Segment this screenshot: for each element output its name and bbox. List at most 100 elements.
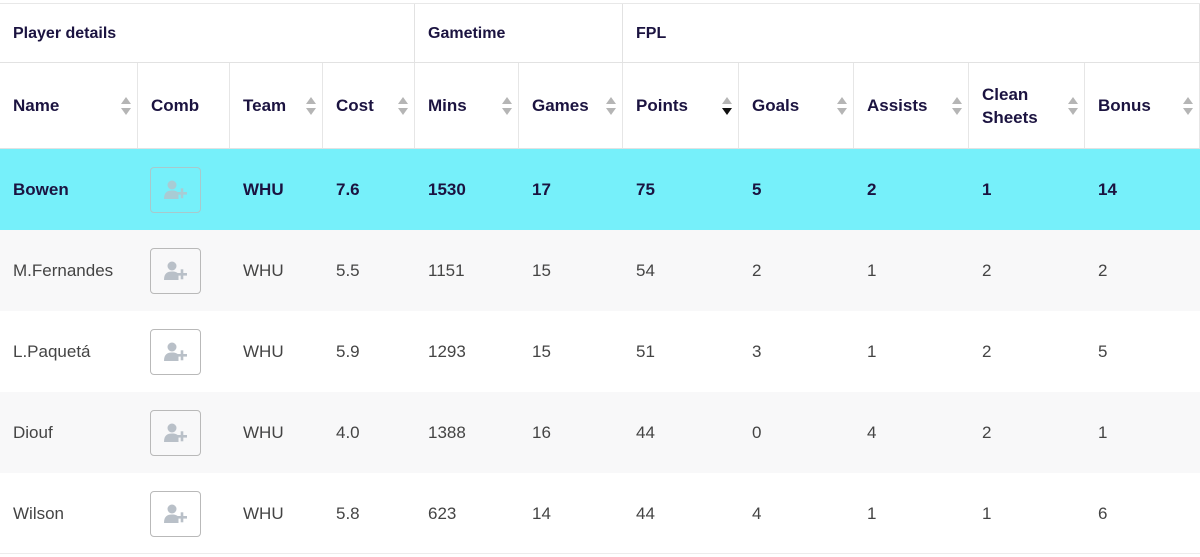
sort-down-arrow-icon xyxy=(306,107,316,115)
column-header-mins[interactable]: Mins xyxy=(415,63,519,148)
sort-icon[interactable] xyxy=(502,96,512,115)
cell-cost: 5.5 xyxy=(336,260,360,280)
cell-games: 15 xyxy=(532,341,551,361)
cell-clean-sheets: 2 xyxy=(982,422,992,442)
cell-name[interactable]: M.Fernandes xyxy=(13,260,114,280)
cell-name[interactable]: Wilson xyxy=(13,503,65,523)
cell-mins: 1151 xyxy=(428,260,465,280)
table-bottom-divider xyxy=(0,553,1200,554)
cell-cost: 7.6 xyxy=(336,179,360,199)
cell-points: 44 xyxy=(636,422,655,442)
cell-name[interactable]: L.Paquetá xyxy=(13,341,91,361)
add-user-icon xyxy=(163,260,189,282)
sort-up-arrow-icon xyxy=(952,96,962,104)
column-header-label: Name xyxy=(13,96,60,115)
sort-down-arrow-icon xyxy=(606,107,616,115)
column-header-label: Games xyxy=(532,96,589,115)
cell-mins: 1530 xyxy=(428,179,466,199)
cell-cost: 5.8 xyxy=(336,503,360,523)
cell-bonus: 6 xyxy=(1098,503,1108,523)
cell-games: 15 xyxy=(532,260,551,280)
sort-down-arrow-icon xyxy=(837,107,847,115)
table-row[interactable]: M.Fernandes WHU 5.5 1151 15 54 2 1 2 2 xyxy=(0,230,1200,311)
column-header-points[interactable]: Points xyxy=(623,63,739,148)
column-header-assists[interactable]: Assists xyxy=(854,63,969,148)
add-user-icon xyxy=(163,341,189,363)
cell-team: WHU xyxy=(243,422,284,442)
cell-team: WHU xyxy=(243,503,284,523)
sort-icon[interactable] xyxy=(398,96,408,115)
column-header-label: Cost xyxy=(336,96,374,115)
sort-up-arrow-icon xyxy=(606,96,616,104)
table-row[interactable]: Wilson WHU 5.8 623 14 44 4 1 1 6 xyxy=(0,473,1200,554)
sort-up-arrow-icon xyxy=(837,96,847,104)
cell-goals: 2 xyxy=(752,260,762,280)
cell-games: 14 xyxy=(532,503,551,523)
cell-bonus: 2 xyxy=(1098,260,1108,280)
cell-assists: 1 xyxy=(867,260,877,280)
sort-icon[interactable] xyxy=(837,96,847,115)
add-to-comparison-button[interactable] xyxy=(150,490,201,537)
column-header-label: Goals xyxy=(752,96,800,115)
column-header-label: Points xyxy=(636,96,688,115)
column-header-label: Assists xyxy=(867,96,928,115)
sort-down-arrow-icon xyxy=(1183,107,1193,115)
sort-icon[interactable] xyxy=(1183,96,1193,115)
cell-mins: 1293 xyxy=(428,341,466,361)
sort-down-arrow-icon xyxy=(502,107,512,115)
cell-clean-sheets: 1 xyxy=(982,179,992,199)
add-to-comparison-button[interactable] xyxy=(150,166,201,213)
sort-icon[interactable] xyxy=(952,96,962,115)
column-header-bonus[interactable]: Bonus xyxy=(1085,63,1200,148)
column-header-team[interactable]: Team xyxy=(230,63,323,148)
add-to-comparison-button[interactable] xyxy=(150,247,201,294)
cell-name[interactable]: Bowen xyxy=(13,179,69,199)
column-header-goals[interactable]: Goals xyxy=(739,63,854,148)
column-header-cost[interactable]: Cost xyxy=(323,63,415,148)
cell-goals: 3 xyxy=(752,341,762,361)
cell-points: 44 xyxy=(636,503,655,523)
cell-comb xyxy=(138,473,230,554)
cell-games: 17 xyxy=(532,179,551,199)
column-header-clean-sheets[interactable]: Clean Sheets xyxy=(969,63,1085,148)
column-group-player-details: Player details xyxy=(0,4,415,63)
sort-up-arrow-icon xyxy=(1183,96,1193,104)
cell-mins: 1388 xyxy=(428,422,466,442)
cell-points: 54 xyxy=(636,260,655,280)
table-row[interactable]: Bowen WHU 7.6 1530 17 75 5 2 1 14 xyxy=(0,149,1200,230)
cell-clean-sheets: 1 xyxy=(982,503,992,523)
cell-name[interactable]: Diouf xyxy=(13,422,53,442)
cell-points: 75 xyxy=(636,179,655,199)
sort-icon[interactable] xyxy=(1068,96,1078,115)
add-to-comparison-button[interactable] xyxy=(150,409,201,456)
add-to-comparison-button[interactable] xyxy=(150,328,201,375)
cell-mins: 623 xyxy=(428,503,457,523)
sort-icon[interactable] xyxy=(121,96,131,115)
add-user-icon xyxy=(163,503,189,525)
cell-cost: 5.9 xyxy=(336,341,360,361)
table-row[interactable]: Diouf WHU 4.0 1388 16 44 0 4 2 1 xyxy=(0,392,1200,473)
cell-team: WHU xyxy=(243,260,284,280)
column-group-header-row: Player details Gametime FPL xyxy=(0,3,1200,63)
table-row[interactable]: L.Paquetá WHU 5.9 1293 15 51 3 1 2 5 xyxy=(0,311,1200,392)
column-header-games[interactable]: Games xyxy=(519,63,623,148)
sort-up-arrow-icon xyxy=(306,96,316,104)
cell-comb xyxy=(138,230,230,311)
cell-bonus: 1 xyxy=(1098,422,1108,442)
sort-icon[interactable] xyxy=(606,96,616,115)
sort-descending-icon[interactable] xyxy=(722,96,732,115)
cell-cost: 4.0 xyxy=(336,422,360,442)
sort-icon[interactable] xyxy=(306,96,316,115)
sort-up-arrow-icon xyxy=(722,96,732,104)
cell-assists: 4 xyxy=(867,422,877,442)
cell-assists: 2 xyxy=(867,179,877,199)
column-header-label: Clean Sheets xyxy=(982,84,1038,127)
sort-down-arrow-icon xyxy=(121,107,131,115)
cell-team: WHU xyxy=(243,179,284,199)
column-header-label: Team xyxy=(243,96,287,115)
cell-games: 16 xyxy=(532,422,551,442)
cell-comb xyxy=(138,392,230,473)
column-header-name[interactable]: Name xyxy=(0,63,138,148)
cell-assists: 1 xyxy=(867,341,877,361)
add-user-icon xyxy=(163,422,189,444)
